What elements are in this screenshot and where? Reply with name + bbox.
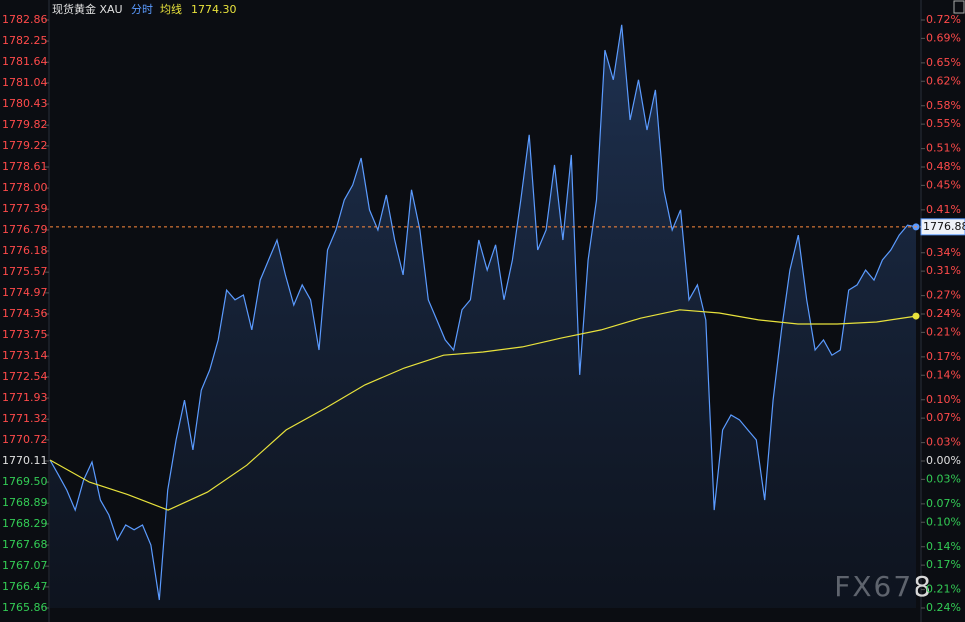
y-tick-label: 1777.39 xyxy=(2,202,48,215)
y2-tick-label: 0.21% xyxy=(926,325,961,338)
y2-tick-label: 0.72% xyxy=(926,13,961,26)
y-tick-label: 1778.61 xyxy=(2,160,48,173)
y2-tick-label: 0.03% xyxy=(926,436,961,449)
y-tick-label: 1773.75 xyxy=(2,328,48,341)
y-tick-label: 1782.86 xyxy=(2,13,48,26)
y-tick-label: 1781.64 xyxy=(2,55,48,68)
y2-tick-label: 0.10% xyxy=(926,393,961,406)
y2-tick-label: 0.27% xyxy=(926,289,961,302)
y-tick-label: 1771.32 xyxy=(2,412,48,425)
y-tick-label: 1766.47 xyxy=(2,580,48,593)
y2-tick-label: 0.07% xyxy=(926,497,961,510)
y-tick-label: 1765.86 xyxy=(2,601,48,614)
y-tick-label: 1767.68 xyxy=(2,538,48,551)
avg-value: 1774.30 xyxy=(191,3,237,16)
y2-tick-label: 0.03% xyxy=(926,472,961,485)
y2-tick-label: 0.69% xyxy=(926,31,961,44)
y2-tick-label: 0.24% xyxy=(926,601,961,614)
y2-tick-label: 0.41% xyxy=(926,203,961,216)
y2-tick-label: 0.14% xyxy=(926,368,961,381)
y2-tick-label: 0.55% xyxy=(926,117,961,130)
title: 现货黄金 XAU xyxy=(52,2,123,16)
y2-tick-label: 0.07% xyxy=(926,411,961,424)
y2-tick-label: 0.58% xyxy=(926,99,961,112)
y2-tick-label: 0.17% xyxy=(926,350,961,363)
y2-tick-label: 0.51% xyxy=(926,142,961,155)
y2-tick-label: 0.00% xyxy=(926,454,961,467)
area xyxy=(50,24,916,609)
y-tick-label: 1773.14 xyxy=(2,349,48,362)
y-tick-label: 1782.25 xyxy=(2,34,48,47)
y-tick-label: 1775.57 xyxy=(2,265,48,278)
line xyxy=(49,24,917,601)
y2-tick-label: 0.17% xyxy=(926,558,961,571)
y2-tick-label: 0.34% xyxy=(926,246,961,259)
y-tick-label: 1778.00 xyxy=(2,181,48,194)
y-tick-label: 1776.18 xyxy=(2,244,48,257)
y-tick-label: 1771.93 xyxy=(2,391,48,404)
y-tick-label: 1772.54 xyxy=(2,370,48,383)
y2-tick-label: 0.62% xyxy=(926,74,961,87)
y-tick-label: 1781.04 xyxy=(2,76,48,89)
y2-tick-label: 0.10% xyxy=(926,515,961,528)
y-tick-label: 1780.43 xyxy=(2,97,48,110)
end-dot xyxy=(912,312,920,320)
y-tick-label: 1768.89 xyxy=(2,496,48,509)
y2-tick-label: 0.48% xyxy=(926,160,961,173)
y-tick-label: 1776.79 xyxy=(2,223,48,236)
y2-tick-label: 0.24% xyxy=(926,307,961,320)
line xyxy=(49,309,917,511)
y-tick-label: 1779.82 xyxy=(2,118,48,131)
last-price-box xyxy=(920,218,965,236)
y2-tick-label: 0.14% xyxy=(926,540,961,553)
y-tick-label: 1770.11 xyxy=(2,454,48,467)
y2-tick-label: 0.45% xyxy=(926,178,961,191)
last-price-label: 1776.88 xyxy=(923,220,965,233)
y2-tick-label: 0.21% xyxy=(926,583,961,596)
mode-label: 分时 xyxy=(131,3,153,16)
y2-tick-label: 0.65% xyxy=(926,56,961,69)
avg-label: 均线 xyxy=(160,2,182,16)
y-tick-label: 1774.36 xyxy=(2,307,48,320)
y-tick-label: 1767.07 xyxy=(2,559,48,572)
y-tick-label: 1770.72 xyxy=(2,433,48,446)
y2-tick-label: 0.31% xyxy=(926,264,961,277)
corner-icon[interactable] xyxy=(953,0,965,14)
y-tick-label: 1769.50 xyxy=(2,475,48,488)
y-tick-label: 1774.97 xyxy=(2,286,48,299)
y-tick-label: 1779.22 xyxy=(2,139,48,152)
y-tick-label: 1768.29 xyxy=(2,517,48,530)
